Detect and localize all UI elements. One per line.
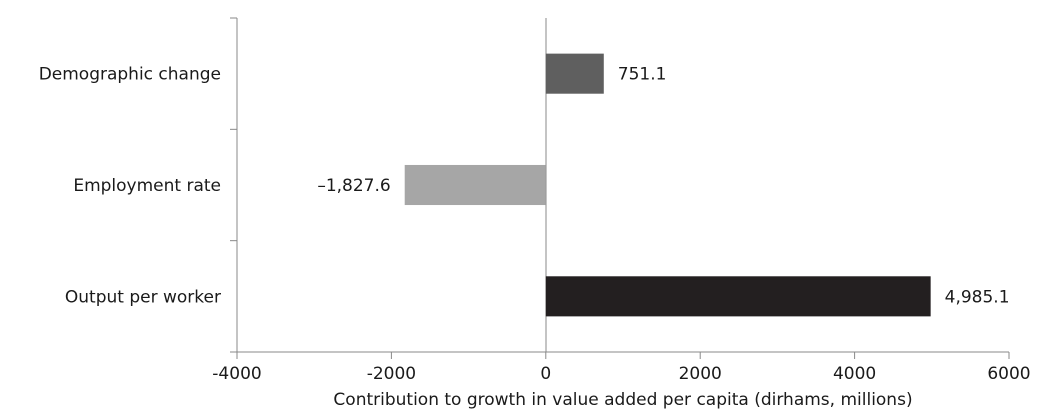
x-axis-title: Contribution to growth in value added pe… <box>333 390 912 410</box>
category-label: Employment rate <box>73 176 221 196</box>
bar-demographic-change <box>546 54 604 94</box>
bar-output-per-worker <box>546 276 931 316</box>
bar-employment-rate <box>405 165 546 205</box>
x-tick-label: 2000 <box>679 364 722 384</box>
data-label: 4,985.1 <box>945 287 1010 307</box>
bars <box>405 54 931 317</box>
category-label: Output per worker <box>65 287 221 307</box>
x-axis-ticks: -4000 -2000 0 2000 4000 6000 <box>212 352 1030 384</box>
x-tick-label: 0 <box>540 364 551 384</box>
category-label: Demographic change <box>39 65 221 85</box>
data-label: 751.1 <box>618 65 667 85</box>
x-tick-label: 4000 <box>833 364 876 384</box>
data-label: –1,827.6 <box>317 176 390 196</box>
x-tick-label: -4000 <box>212 364 261 384</box>
category-labels: Demographic change Employment rate Output … <box>39 65 221 308</box>
x-tick-label: 6000 <box>987 364 1030 384</box>
x-tick-label: -2000 <box>367 364 416 384</box>
y-axis-ticks <box>230 18 237 352</box>
